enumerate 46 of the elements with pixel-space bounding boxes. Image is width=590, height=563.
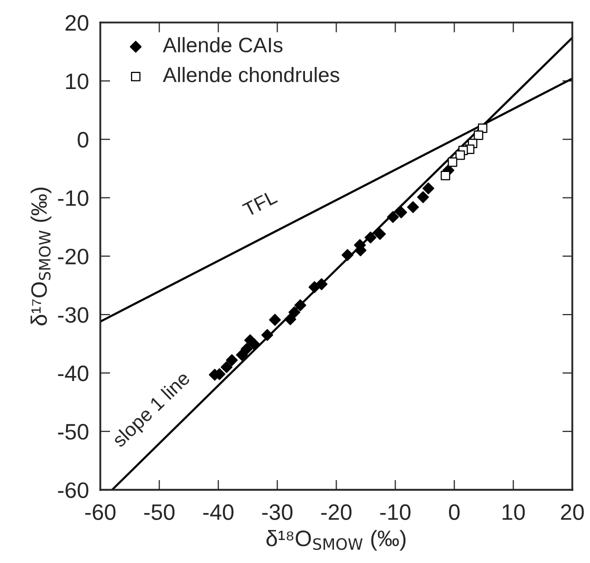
point [316,278,328,290]
x-tick-label: -40 [203,504,234,520]
y-axis-title: δ¹⁷O$_{SMOW}$ (‰) [30,188,52,326]
point [220,361,232,374]
legend-label: Allende CAIs [162,37,282,52]
point [387,211,399,223]
y-tick-label: -20 [58,248,88,264]
point [240,343,253,355]
y-tick-label: 0 [78,132,88,148]
point [474,130,484,140]
x-tick-label: 0 [448,504,460,520]
point [294,299,306,312]
point [248,338,260,350]
x-tick-label: -30 [262,504,292,520]
y-tick-label: -50 [58,424,88,440]
y-tick-label: -40 [58,366,88,382]
y-tick-label: 10 [66,73,88,90]
x-tick-label: 10 [502,504,525,520]
point [417,191,429,204]
point [288,306,300,318]
point [284,313,296,326]
point [440,170,450,180]
point [364,232,376,244]
point [226,354,238,366]
y-tick-label: -10 [58,190,88,206]
x-tick-label: -50 [144,504,174,520]
y-tick-label: -30 [58,307,88,323]
point [308,281,320,294]
x-axis-title: δ¹⁸O$_{SMOW}$ (‰) [266,530,406,551]
x-tick-label: -10 [380,504,410,520]
x-tick-label: -60 [85,504,116,520]
point [261,329,274,341]
legend-label: Allende chondrules [162,66,340,82]
x-tick-label: -20 [321,504,352,520]
point [395,206,408,218]
y-tick-label: 20 [66,15,88,31]
point [342,249,354,261]
x-tick-label: 20 [561,504,584,520]
point [374,228,386,240]
point [455,150,465,160]
annotation: TFL [242,190,278,217]
y-tick-label: -60 [58,482,88,498]
point [422,182,434,194]
point [407,201,419,214]
point [448,157,458,167]
point [269,314,281,326]
